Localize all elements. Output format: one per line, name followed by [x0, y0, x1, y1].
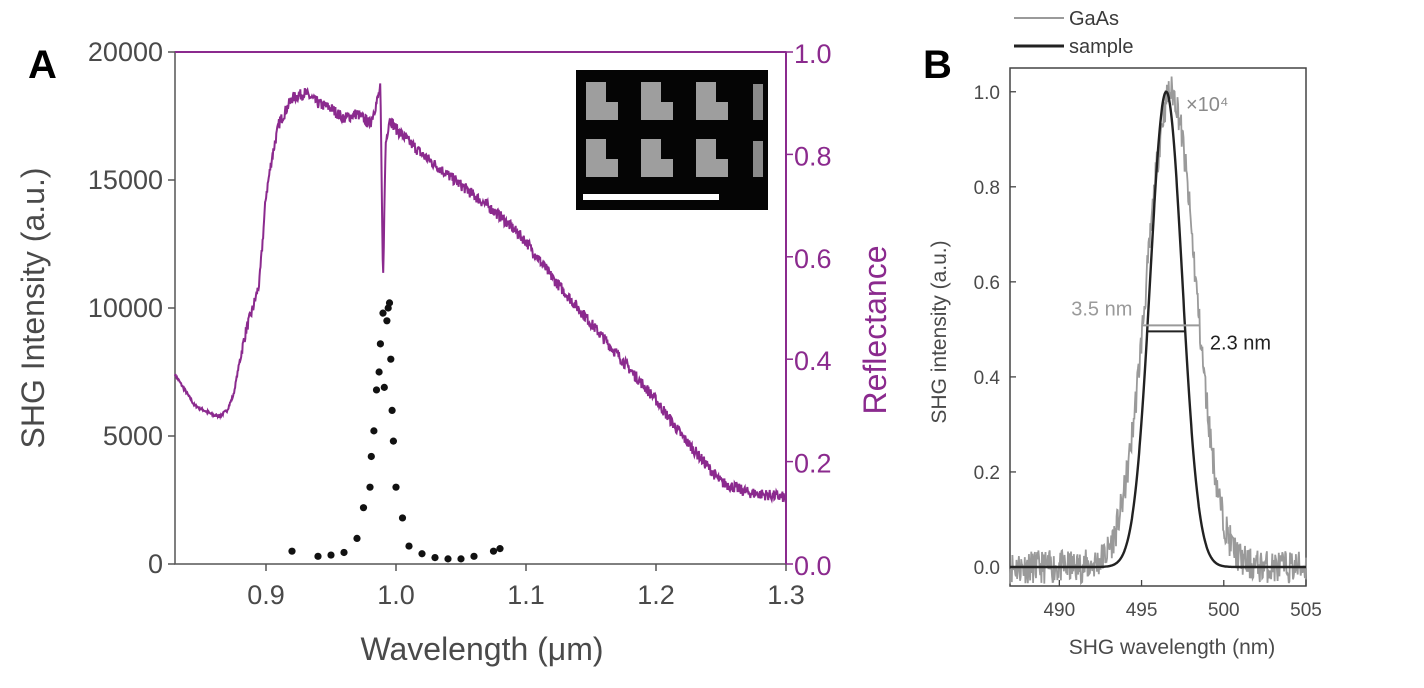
- shg-data-point: [383, 317, 391, 325]
- y-tick-label: 1.0: [974, 83, 1000, 104]
- y2-tick-label: 0.6: [794, 244, 832, 274]
- shg-data-point: [444, 555, 452, 563]
- y-tick-label: 0.6: [974, 273, 1000, 294]
- shg-data-point: [372, 386, 381, 394]
- sem-inset-particles: [586, 82, 763, 177]
- panel-b-x-ticks: 490 495 500 505: [1043, 580, 1322, 621]
- panel-b-letter: B: [923, 43, 952, 87]
- shg-data-point: [380, 383, 388, 391]
- shg-data-point: [379, 309, 387, 317]
- y-tick-label: 0: [148, 549, 163, 579]
- panel-b-x-axis-title: SHG wavelength (nm): [1069, 636, 1276, 659]
- gaas-scale-label: ×10⁴: [1186, 94, 1229, 116]
- panel-a-x-axis-title: Wavelength (μm): [360, 631, 603, 667]
- shg-data-point: [370, 427, 378, 435]
- shg-data-point: [392, 483, 400, 491]
- panel-a-plot: 0.9 1.0 1.1 1.2 1.3 0 5000 10000 15000 20000 0.0…: [88, 37, 832, 610]
- y2-tick-label: 1.0: [794, 39, 832, 69]
- shg-data-point: [457, 555, 465, 563]
- legend-sample-label: sample: [1069, 36, 1133, 58]
- shg-data-point: [314, 552, 322, 560]
- y2-tick-label: 0.4: [794, 346, 832, 376]
- shg-data-point: [470, 552, 478, 560]
- panel-a-x-ticks: 0.9 1.0 1.1 1.2 1.3: [247, 564, 805, 610]
- y-tick-label: 0.8: [974, 178, 1000, 199]
- shg-data-point: [367, 452, 375, 461]
- shg-data-point: [398, 514, 407, 522]
- panel-b-y-axis-title: SHG intensity (a.u.): [928, 240, 951, 423]
- x-tick-label: 1.2: [637, 580, 675, 610]
- shg-data-point: [340, 548, 348, 557]
- y-tick-label: 20000: [88, 37, 163, 67]
- reflectance-line: [174, 83, 787, 504]
- sample-fwhm-label: 2.3 nm: [1210, 332, 1271, 354]
- shg-data-point: [375, 368, 383, 376]
- x-tick-label: 490: [1043, 600, 1075, 621]
- shg-data-point: [388, 406, 396, 414]
- y-tick-label: 10000: [88, 293, 163, 323]
- x-tick-label: 500: [1208, 600, 1240, 621]
- sem-inset-background: [576, 70, 768, 210]
- y-tick-label: 0.2: [974, 463, 1000, 484]
- x-tick-label: 1.1: [507, 580, 545, 610]
- panel-a-y2-ticks: 0.0 0.2 0.4 0.6 0.8 1.0: [786, 39, 832, 581]
- y-tick-label: 0.0: [974, 558, 1000, 579]
- y2-tick-label: 0.8: [794, 141, 832, 171]
- x-tick-label: 505: [1290, 600, 1322, 621]
- panel-b-y-ticks: 0.0 0.2 0.4 0.6 0.8 1.0: [974, 83, 1016, 579]
- panel-a-y2-axis-title: Reflectance: [857, 246, 893, 415]
- shg-points-series: [288, 299, 504, 563]
- panel-a-y-ticks: 0 5000 10000 15000 20000: [88, 37, 175, 579]
- x-tick-label: 0.9: [247, 580, 285, 610]
- x-tick-label: 1.3: [767, 580, 805, 610]
- panel-b-plot: 490 495 500 505 0.0 0.2 0.4 0.6 0.8 1.0 3.5 nm 2.…: [974, 67, 1322, 621]
- panel-a-y-axis-title: SHG Intensity (a.u.): [15, 168, 51, 449]
- shg-data-point: [353, 534, 361, 543]
- shg-data-point: [389, 437, 397, 445]
- shg-data-point: [405, 542, 413, 550]
- y2-tick-label: 0.0: [794, 551, 832, 581]
- shg-data-point: [431, 554, 439, 562]
- sem-scale-bar: [583, 194, 719, 200]
- panel-b-legend: GaAs sample: [1014, 8, 1133, 58]
- shg-data-point: [385, 299, 394, 307]
- y-tick-label: 0.4: [974, 368, 1001, 389]
- shg-data-point: [387, 355, 395, 363]
- shg-data-point: [418, 550, 426, 558]
- panel-b-annotations: 3.5 nm 2.3 nm ×10⁴: [1071, 94, 1271, 355]
- panel-a-letter: A: [28, 43, 57, 87]
- sample-line: [1010, 90, 1306, 569]
- gaas-fwhm-label: 3.5 nm: [1071, 298, 1132, 320]
- shg-data-point: [376, 340, 384, 348]
- shg-data-point: [489, 547, 498, 555]
- shg-data-point: [359, 504, 368, 512]
- legend-gaas-label: GaAs: [1069, 8, 1119, 30]
- gaas-line: [1009, 76, 1307, 586]
- reflectance-series: [174, 83, 787, 504]
- sem-inset: [576, 70, 768, 210]
- y2-tick-label: 0.2: [794, 449, 832, 479]
- y-tick-label: 5000: [103, 421, 163, 451]
- panel-b-plot-frame: [1009, 67, 1307, 587]
- shg-data-point: [366, 483, 374, 491]
- shg-data-point: [327, 551, 335, 559]
- x-tick-label: 495: [1126, 600, 1158, 621]
- shg-data-point: [496, 545, 504, 553]
- y-tick-label: 15000: [88, 165, 163, 195]
- panel-b-series: [1009, 76, 1307, 586]
- shg-data-point: [288, 547, 296, 555]
- x-tick-label: 1.0: [377, 580, 415, 610]
